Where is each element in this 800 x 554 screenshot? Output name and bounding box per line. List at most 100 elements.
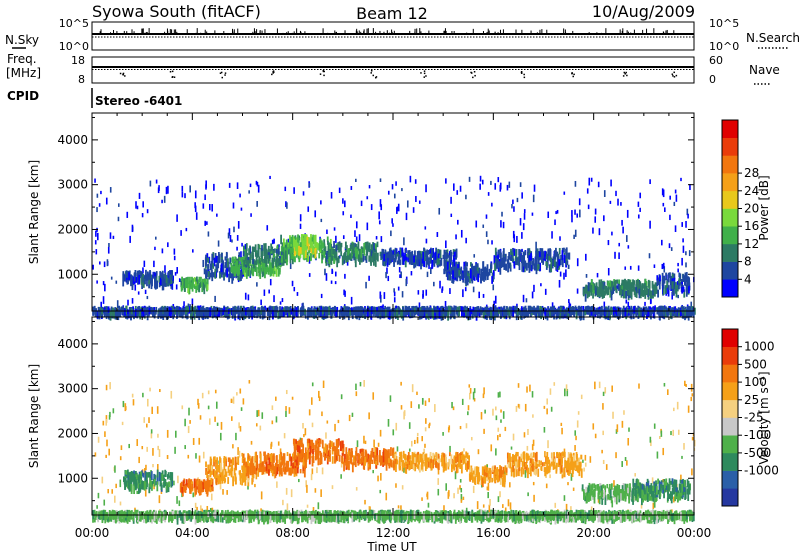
echo-cell (495, 310, 498, 317)
echo-cell (633, 280, 636, 285)
echo-cell (427, 502, 430, 508)
echo-cell (419, 310, 422, 317)
echo-cell (98, 261, 101, 265)
echo-cell (419, 258, 422, 266)
echo-cell (141, 213, 144, 218)
echo-cell (273, 255, 276, 262)
echo-cell (145, 464, 147, 471)
echo-cell (289, 263, 292, 270)
echo-cell (313, 234, 316, 242)
echo-cell (221, 259, 224, 266)
echo-cell (263, 258, 266, 268)
echo-cell (119, 310, 121, 318)
echo-cell (460, 499, 463, 503)
echo-cell (423, 309, 426, 318)
echo-cell (502, 411, 505, 419)
echo-cell (156, 406, 159, 414)
echo-cell (369, 506, 371, 513)
echo-cell (566, 260, 569, 265)
echo-cell (166, 429, 169, 438)
echo-cell (685, 251, 687, 256)
echo-cell (114, 465, 116, 473)
echo-cell (678, 279, 680, 290)
echo-cell (120, 445, 123, 451)
echo-cell (639, 207, 641, 212)
echo-cell (607, 240, 610, 246)
echo-cell (590, 309, 593, 316)
echo-cell (173, 255, 176, 261)
echo-cell (397, 286, 400, 291)
echo-cell (421, 256, 424, 263)
echo-cell (388, 256, 391, 266)
echo-cell (291, 254, 294, 260)
echo-cell (508, 310, 511, 318)
echo-cell (175, 284, 178, 290)
echo-cell (587, 282, 590, 292)
echo-cell (329, 238, 332, 247)
echo-cell (231, 273, 234, 284)
echo-cell (257, 243, 260, 249)
echo-cell (467, 411, 469, 416)
echo-cell (157, 187, 160, 194)
echo-cell (247, 485, 249, 490)
echo-cell (459, 305, 462, 311)
echo-cell (311, 237, 314, 246)
echo-cell (329, 251, 331, 259)
nave-label: Nave (749, 63, 780, 77)
echo-cell (493, 300, 495, 306)
echo-cell (474, 270, 476, 278)
echo-cell (255, 472, 258, 480)
noise-right-tick-top: 10^5 (709, 17, 739, 30)
echo-cell (680, 279, 683, 284)
echo-cell (307, 242, 310, 251)
echo-cell (142, 278, 145, 288)
echo-cell (532, 481, 535, 486)
echo-cell (473, 388, 476, 394)
echo-cell (693, 307, 696, 315)
echo-cell (465, 507, 468, 514)
echo-cell (240, 266, 243, 276)
echo-cell (154, 236, 157, 240)
echo-cell (143, 417, 146, 423)
echo-cell (590, 506, 593, 513)
echo-cell (262, 258, 264, 264)
echo-cell (224, 272, 226, 277)
nave-dip-point (224, 72, 227, 74)
echo-cell (365, 253, 368, 260)
echo-cell (589, 282, 592, 288)
echo-cell (628, 286, 631, 293)
echo-cell (224, 262, 227, 269)
echo-cell (379, 489, 382, 494)
echo-cell (282, 309, 285, 317)
echo-cell (174, 446, 176, 454)
echo-cell (494, 295, 497, 304)
echo-cell (524, 469, 527, 478)
echo-cell (494, 262, 496, 272)
echo-cell (136, 309, 139, 319)
echo-cell (242, 398, 245, 405)
echo-cell (593, 283, 596, 291)
echo-cell (504, 264, 507, 270)
echo-cell (363, 308, 366, 318)
echo-cell (469, 387, 472, 394)
echo-cell (392, 250, 394, 255)
echo-cell (587, 288, 590, 295)
echo-cell (386, 267, 388, 274)
echo-cell (137, 306, 139, 311)
echo-cell (310, 236, 313, 243)
echo-cell (487, 307, 490, 316)
echo-cell (119, 479, 122, 488)
echo-cell (497, 254, 500, 260)
echo-cell (612, 287, 615, 294)
echo-cell (326, 229, 328, 235)
echo-cell (368, 506, 370, 510)
echo-cell (584, 292, 587, 302)
echo-cell (625, 299, 628, 304)
echo-cell (260, 309, 263, 315)
echo-cell (451, 261, 454, 269)
echo-cell (236, 182, 239, 189)
echo-cell (405, 278, 408, 287)
echo-cell (650, 299, 652, 304)
echo-cell (188, 284, 190, 294)
echo-cell (209, 272, 212, 278)
